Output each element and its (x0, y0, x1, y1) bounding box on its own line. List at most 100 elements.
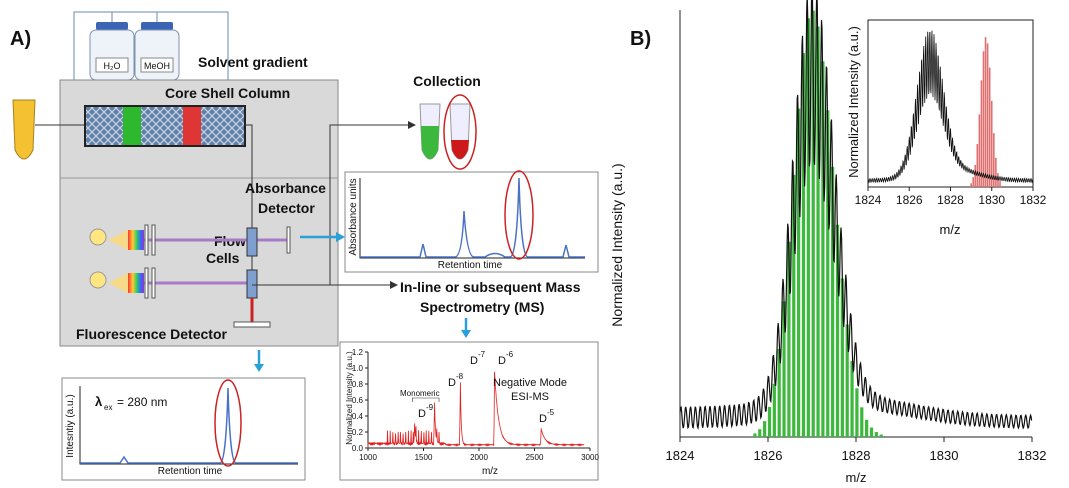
axes (79, 386, 298, 465)
isotope-bar (986, 43, 989, 187)
bulb (89, 228, 107, 246)
isotope-bar (855, 388, 859, 437)
outlet-line (245, 124, 253, 230)
isotope-bar (821, 61, 825, 438)
x-tick-label: 1826 (754, 448, 783, 463)
collection-line (329, 124, 408, 285)
isotope-bar (772, 383, 776, 437)
y-tick-label: 0.2 (352, 428, 364, 437)
isotope-bar (835, 224, 840, 437)
bottles: H₂O MeOH (89, 22, 180, 81)
axes (359, 178, 585, 259)
y-axis-label: Normalized Intensity (a.u.) (345, 351, 354, 445)
annotation: ex (104, 403, 112, 412)
green-band (123, 107, 141, 145)
highlight (443, 94, 477, 170)
x-tick-label: 1500 (415, 453, 433, 462)
isotope-bar (826, 110, 830, 438)
isotope-bar (997, 173, 999, 187)
isotope-bar (787, 241, 791, 437)
slit (151, 224, 156, 256)
isotope-bar (792, 174, 796, 437)
ms-label: In-line or subsequent Mass (400, 279, 581, 295)
absorbance-label: Detector (258, 200, 315, 216)
x-axis-label: m/z (482, 466, 498, 477)
inset-x-label: m/z (940, 222, 961, 237)
x-tick-label: 3000 (581, 453, 599, 462)
arrowhead (408, 121, 416, 129)
isotope-bar (978, 114, 981, 187)
peak-ion: D (448, 377, 456, 389)
bottle-text: MeOH (144, 61, 170, 71)
peak-charge: -9 (426, 403, 434, 412)
x-tick-label: 1000 (359, 453, 377, 462)
slit (151, 267, 156, 299)
prism (128, 273, 144, 293)
peak-charge: -8 (456, 372, 464, 381)
isotope-bar (840, 278, 844, 437)
y-tick-label: 1.0 (352, 364, 364, 373)
x-tick-label: 1824 (855, 193, 882, 207)
peak-charge: -7 (478, 350, 486, 359)
arrowhead (390, 281, 398, 289)
x-tick-label: 1832 (1020, 193, 1047, 207)
x-tick-label: 1828 (937, 193, 964, 207)
red-band (183, 107, 201, 145)
y-axis-label: Normalized Intensity (a.u.) (609, 163, 625, 326)
light-paths (89, 224, 398, 328)
peak-ion: D (418, 408, 426, 420)
bottle-label (140, 57, 174, 73)
isotope-bar (984, 37, 987, 188)
x-tick-label: 1828 (842, 448, 871, 463)
y-tick-label: 0.8 (352, 380, 364, 389)
peak-ion: D (539, 413, 547, 425)
x-axis-label: Retention time (438, 260, 503, 271)
panel-label: B) (630, 28, 651, 50)
fluorescence-label: Fluorescence Detector (76, 326, 227, 342)
isotope-bar (753, 433, 757, 437)
bottle-cap (96, 22, 128, 30)
column (84, 105, 246, 147)
isotope-bar (797, 108, 801, 438)
panel-label: A) (10, 28, 31, 50)
isotope-bar (970, 183, 972, 187)
isotope-bar (782, 301, 786, 437)
detector-plate (233, 321, 271, 328)
isotope-bar (980, 80, 983, 187)
isotope-bar (976, 144, 979, 187)
bottle-cap (141, 22, 173, 30)
isotope-bar (972, 177, 974, 187)
y-axis-label: Intesntiy (a.u.) (65, 394, 76, 457)
y-tick-label: 0.0 (352, 444, 364, 453)
isotope-bar (860, 407, 864, 437)
isotope-bar (982, 51, 985, 187)
isotope-bar (869, 427, 874, 437)
y-tick-label: 0.6 (352, 396, 364, 405)
bottle-text: H₂O (104, 61, 121, 71)
x-axis-label: Retention time (158, 466, 223, 477)
x-tick-label: 2000 (470, 453, 488, 462)
ms-plot (339, 341, 599, 481)
inset-y-label: Normalized Intensity (a.u.) (846, 26, 861, 178)
inset-chart: 1824 1826 1828 1830 1832 (855, 30, 1047, 207)
spectrum (867, 30, 1034, 184)
x-tick-label: 1824 (666, 448, 695, 463)
annotation: Monomeric (400, 389, 440, 398)
x-axis-label: m/z (846, 470, 867, 485)
legend: Negative Mode (493, 377, 567, 389)
flow-cells-label: Cells (206, 250, 240, 266)
isotope-bar (811, 10, 815, 437)
blue-arrows (254, 232, 471, 372)
peak-labels: D-9 D-8 D-7 D-6 D-5 (418, 350, 555, 425)
peak-ion: D (498, 355, 506, 367)
main-chart: 1824 1826 1828 1830 1832 (666, 0, 1046, 463)
y-axis-label: Absorbance units (348, 178, 359, 255)
peak-charge: -6 (506, 350, 514, 359)
inset-frame (867, 19, 1034, 188)
chromatogram (360, 177, 585, 258)
red-fraction (451, 140, 469, 159)
isotope-bar (831, 166, 835, 437)
bracket (412, 397, 440, 402)
peak-charge: -5 (547, 408, 555, 417)
sample-tube (12, 99, 36, 160)
